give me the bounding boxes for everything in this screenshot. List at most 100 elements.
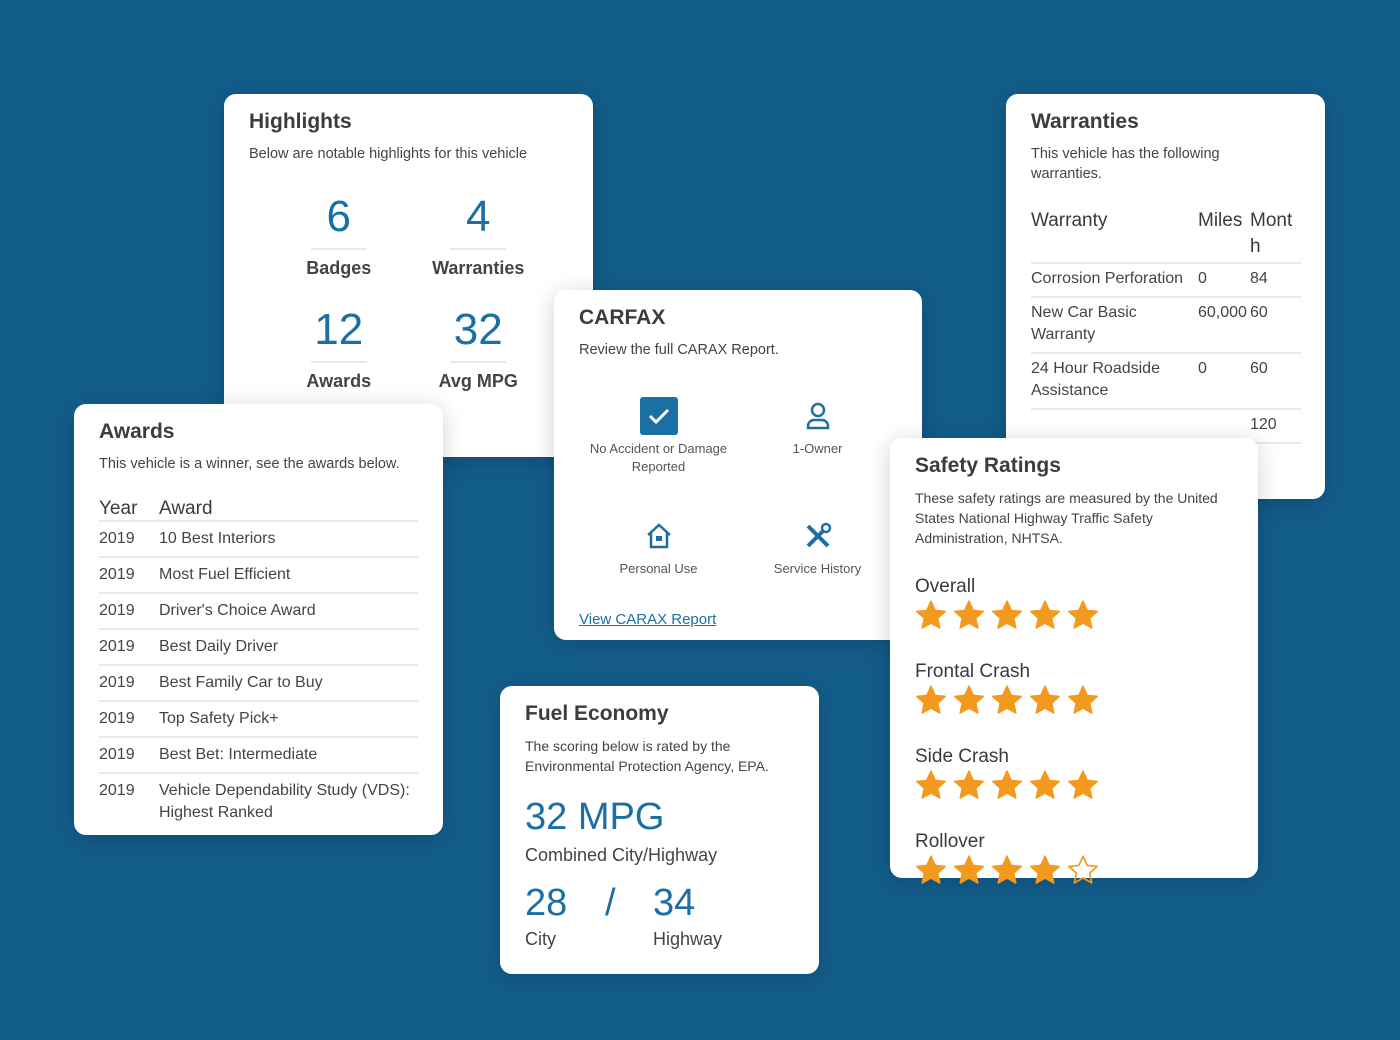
awards-card: Awards This vehicle is a winner, see the… xyxy=(74,404,443,835)
combined-label: Combined City/Highway xyxy=(525,845,718,865)
table-row: 2019 Best Family Car to Buy xyxy=(99,665,418,702)
rating-label: Side Crash xyxy=(915,746,1009,767)
award-year: 2019 xyxy=(99,782,135,799)
highlights-title: Highlights xyxy=(249,110,352,133)
fuel-economy-card: Fuel Economy The scoring below is rated … xyxy=(500,686,819,974)
star-filled-icon xyxy=(1067,685,1099,720)
star-filled-icon xyxy=(953,855,985,890)
combined-mpg: 32 MPG xyxy=(525,796,665,838)
fuel-title: Fuel Economy xyxy=(525,702,669,725)
separator: / xyxy=(605,882,616,924)
carfax-personal-use: Personal Use xyxy=(579,516,738,578)
user-icon xyxy=(738,396,897,436)
warranty-name: 24 Hour Roadside Assistance xyxy=(1031,353,1198,410)
award-name: Vehicle Dependability Study (VDS): Highe… xyxy=(159,782,410,821)
warranties-title: Warranties xyxy=(1031,110,1139,133)
warranty-months: 120 xyxy=(1250,409,1301,444)
highlight-label: Avg MPG xyxy=(438,371,518,391)
awards-subtitle: This vehicle is a winner, see the awards… xyxy=(99,456,400,472)
award-year: 2019 xyxy=(99,737,159,774)
highlight-value: 4 xyxy=(466,192,491,241)
safety-ratings-card: Safety Ratings These safety ratings are … xyxy=(890,438,1258,884)
carfax-title: CARFAX xyxy=(579,306,666,329)
awards-title: Awards xyxy=(99,420,175,443)
star-filled-icon xyxy=(991,685,1023,720)
star-filled-icon xyxy=(991,855,1023,890)
star-filled-icon xyxy=(953,600,985,635)
highlight-label: Warranties xyxy=(432,258,525,278)
carfax-item-label: No Accident or Damage Reported xyxy=(589,441,728,474)
table-row: Corrosion Perforation 0 84 xyxy=(1031,263,1301,298)
table-row: 2019 Best Daily Driver xyxy=(99,629,418,666)
rating-stars xyxy=(915,770,1233,805)
star-filled-icon xyxy=(915,770,947,805)
fuel-subtitle: The scoring below is rated by the Enviro… xyxy=(525,738,769,774)
highlight-badges: 6 Badges xyxy=(269,188,409,279)
award-year: 2019 xyxy=(99,557,159,594)
table-row: 2019 Best Bet: Intermediate xyxy=(99,737,418,774)
warranty-miles: 0 xyxy=(1198,353,1250,410)
city-mpg: 28 xyxy=(525,882,568,924)
warranty-months: 84 xyxy=(1250,263,1301,298)
warranty-months: 60 xyxy=(1250,297,1301,354)
star-filled-icon xyxy=(915,685,947,720)
table-row: New Car Basic Warranty 60,000 60 xyxy=(1031,297,1301,354)
view-carax-report-link[interactable]: View CARAX Report xyxy=(579,611,717,628)
award-name: Best Family Car to Buy xyxy=(159,665,418,702)
divider xyxy=(310,361,367,363)
carfax-card: CARFAX Review the full CARAX Report. No … xyxy=(554,290,922,640)
carfax-no-accident: No Accident or Damage Reported xyxy=(579,396,738,476)
award-name: 10 Best Interiors xyxy=(159,521,418,558)
divider xyxy=(450,248,507,250)
highlight-warranties: 4 Warranties xyxy=(409,188,549,279)
table-row: 2019 Driver's Choice Award xyxy=(99,593,418,630)
header-month: Month xyxy=(1250,208,1301,264)
star-filled-icon xyxy=(1029,600,1061,635)
rating-label: Frontal Crash xyxy=(915,661,1031,682)
carfax-subtitle: Review the full CARAX Report. xyxy=(579,342,779,358)
highlight-awards: 12 Awards xyxy=(269,301,409,392)
star-filled-icon xyxy=(1029,770,1061,805)
warranties-subtitle: This vehicle has the following warrantie… xyxy=(1031,146,1220,182)
highlight-label: Badges xyxy=(306,258,372,278)
award-name: Driver's Choice Award xyxy=(159,593,418,630)
highlight-avg-mpg: 32 Avg MPG xyxy=(409,301,549,392)
star-filled-icon xyxy=(1067,600,1099,635)
awards-table: Year Award 2019 10 Best Interiors 2019 Most … xyxy=(99,494,418,830)
header-year: Year xyxy=(99,494,159,522)
award-name: Top Safety Pick+ xyxy=(159,701,418,738)
rating-stars xyxy=(915,855,1233,890)
warranty-name: New Car Basic Warranty xyxy=(1031,297,1198,354)
star-filled-icon xyxy=(915,600,947,635)
award-year: 2019 xyxy=(99,701,159,738)
star-filled-icon xyxy=(1029,685,1061,720)
warranty-miles: 0 xyxy=(1198,263,1250,298)
table-row: 2019 Most Fuel Efficient xyxy=(99,557,418,594)
city-label: City xyxy=(525,929,556,949)
divider xyxy=(450,361,507,363)
rating-label: Overall xyxy=(915,576,976,597)
table-row: 2019 10 Best Interiors xyxy=(99,521,418,558)
table-row: 24 Hour Roadside Assistance 0 60 xyxy=(1031,353,1301,410)
header-warranty: Warranty xyxy=(1031,208,1198,264)
rating-stars xyxy=(915,685,1233,720)
warranty-name: Corrosion Perforation xyxy=(1031,263,1198,298)
rating-label: Rollover xyxy=(915,831,985,852)
safety-subtitle: These safety ratings are measured by the… xyxy=(915,490,1218,546)
award-name: Best Bet: Intermediate xyxy=(159,737,418,774)
tools-icon xyxy=(738,516,897,556)
star-filled-icon xyxy=(991,770,1023,805)
carfax-item-label: 1-Owner xyxy=(792,441,843,456)
award-name: Most Fuel Efficient xyxy=(159,557,418,594)
safety-title: Safety Ratings xyxy=(915,454,1061,477)
table-row: 2019 Top Safety Pick+ xyxy=(99,701,418,738)
warranty-months: 60 xyxy=(1250,353,1301,410)
star-filled-icon xyxy=(991,600,1023,635)
warranties-table: Warranty Miles Month Corrosion Perforation… xyxy=(1031,208,1301,444)
header-award: Award xyxy=(159,494,418,522)
carfax-item-label: Personal Use xyxy=(619,561,698,576)
rating-stars xyxy=(915,600,1233,635)
checkbox-icon xyxy=(579,396,738,436)
highlights-card: Highlights Below are notable highlights … xyxy=(224,94,593,457)
home-icon xyxy=(579,516,738,556)
